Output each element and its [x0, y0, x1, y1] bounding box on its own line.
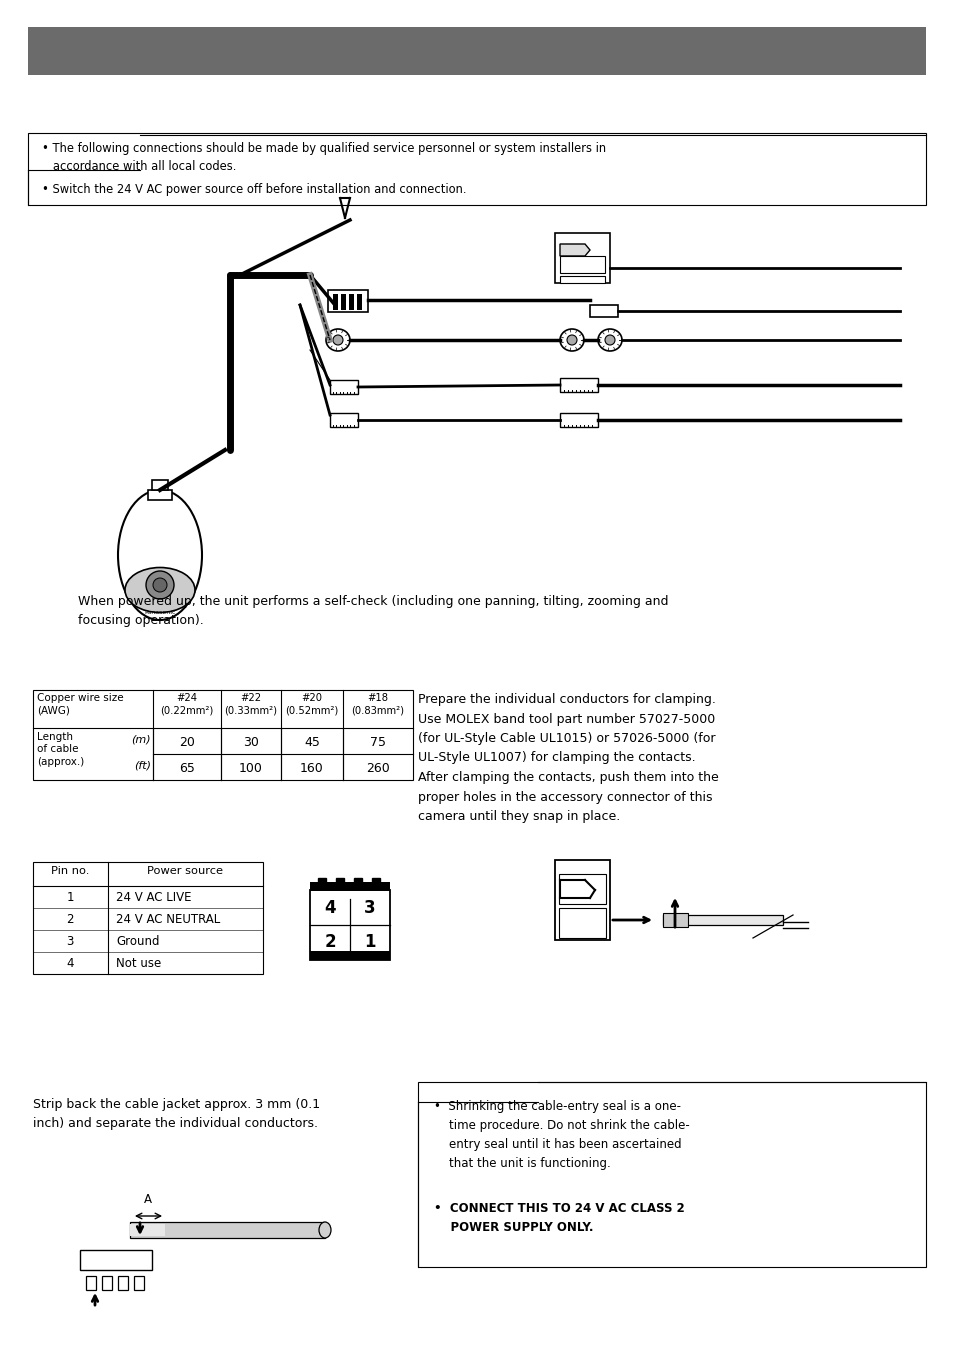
Text: Prepare the individual conductors for clamping.
Use MOLEX band tool part number : Prepare the individual conductors for cl…: [417, 693, 718, 823]
Text: 75: 75: [370, 737, 386, 749]
Text: 260: 260: [366, 762, 390, 774]
Text: #18
(0.83mm²): #18 (0.83mm²): [351, 693, 404, 716]
Text: 4: 4: [324, 898, 335, 917]
Bar: [80, 1251, 152, 1269]
Text: • The following connections should be made by qualified service personnel or sys: • The following connections should be ma…: [42, 142, 605, 174]
Ellipse shape: [118, 490, 202, 621]
Text: •  Shrinking the cable-entry seal is a one-
    time procedure. Do not shrink th: • Shrinking the cable-entry seal is a on…: [434, 1099, 689, 1170]
Text: 2: 2: [66, 913, 73, 925]
Bar: [328, 290, 368, 312]
Bar: [310, 951, 390, 960]
Text: (ft): (ft): [133, 759, 151, 770]
Bar: [559, 413, 598, 428]
Text: 24 V AC LIVE: 24 V AC LIVE: [116, 890, 192, 904]
Bar: [558, 908, 605, 938]
Text: Not use: Not use: [116, 956, 161, 970]
Text: #24
(0.22mm²): #24 (0.22mm²): [160, 693, 213, 716]
Bar: [310, 890, 390, 960]
Text: (m): (m): [132, 734, 151, 745]
Ellipse shape: [326, 329, 350, 351]
Text: 160: 160: [300, 762, 323, 774]
Bar: [28, 27, 925, 76]
Circle shape: [604, 335, 615, 345]
Text: Pin no.: Pin no.: [51, 866, 89, 876]
Bar: [356, 294, 361, 310]
Circle shape: [146, 571, 173, 599]
Text: •  CONNECT THIS TO 24 V AC CLASS 2
    POWER SUPPLY ONLY.: • CONNECT THIS TO 24 V AC CLASS 2 POWER …: [434, 1202, 684, 1234]
Bar: [662, 915, 782, 925]
Bar: [330, 413, 357, 428]
Ellipse shape: [559, 329, 583, 351]
Bar: [330, 380, 357, 394]
Bar: [372, 878, 379, 890]
Bar: [335, 878, 344, 890]
Ellipse shape: [125, 568, 194, 612]
Text: A: A: [144, 1193, 152, 1206]
Bar: [417, 1082, 925, 1267]
Text: Copper wire size
(AWG): Copper wire size (AWG): [37, 693, 124, 716]
Ellipse shape: [318, 1222, 331, 1238]
Text: 24 V AC NEUTRAL: 24 V AC NEUTRAL: [116, 913, 220, 925]
Bar: [559, 256, 604, 272]
Bar: [589, 305, 618, 317]
Circle shape: [333, 335, 343, 345]
Bar: [33, 862, 263, 974]
Bar: [86, 1276, 96, 1290]
Text: Panasonic: Panasonic: [144, 611, 175, 615]
Text: 2: 2: [324, 934, 335, 951]
Text: 65: 65: [179, 762, 194, 774]
Text: #20
(0.52mm²): #20 (0.52mm²): [285, 693, 338, 716]
Bar: [559, 277, 604, 283]
Ellipse shape: [598, 329, 621, 351]
Bar: [130, 1222, 325, 1238]
Bar: [354, 878, 361, 890]
Bar: [559, 378, 598, 393]
Bar: [118, 1276, 128, 1290]
Text: 1: 1: [364, 934, 375, 951]
Bar: [333, 294, 337, 310]
Text: 30: 30: [243, 737, 258, 749]
Bar: [148, 490, 172, 500]
Text: 3: 3: [67, 935, 73, 948]
Bar: [130, 1224, 165, 1236]
Bar: [340, 294, 346, 310]
Bar: [133, 1276, 144, 1290]
Text: #22
(0.33mm²): #22 (0.33mm²): [224, 693, 277, 716]
Bar: [310, 882, 390, 890]
Polygon shape: [559, 244, 589, 256]
Bar: [558, 874, 605, 904]
Text: 20: 20: [179, 737, 194, 749]
Circle shape: [152, 577, 167, 592]
Text: 1: 1: [66, 890, 73, 904]
Text: 4: 4: [66, 956, 73, 970]
Bar: [555, 861, 609, 940]
Bar: [349, 294, 354, 310]
Text: Length
of cable
(approx.): Length of cable (approx.): [37, 733, 84, 766]
Text: 3: 3: [364, 898, 375, 917]
Text: 100: 100: [239, 762, 263, 774]
Bar: [317, 878, 326, 890]
Text: Power source: Power source: [147, 866, 223, 876]
Circle shape: [566, 335, 577, 345]
Text: 45: 45: [304, 737, 319, 749]
Bar: [102, 1276, 112, 1290]
Text: Ground: Ground: [116, 935, 159, 948]
Text: • Switch the 24 V AC power source off before installation and connection.: • Switch the 24 V AC power source off be…: [42, 183, 466, 196]
Text: Strip back the cable jacket approx. 3 mm (0.1
inch) and separate the individual : Strip back the cable jacket approx. 3 mm…: [33, 1098, 320, 1130]
Bar: [152, 480, 168, 490]
Bar: [555, 233, 609, 283]
Bar: [662, 913, 687, 927]
Bar: [28, 134, 925, 205]
Bar: [33, 689, 413, 780]
Text: When powered up, the unit performs a self-check (including one panning, tilting,: When powered up, the unit performs a sel…: [62, 595, 668, 627]
